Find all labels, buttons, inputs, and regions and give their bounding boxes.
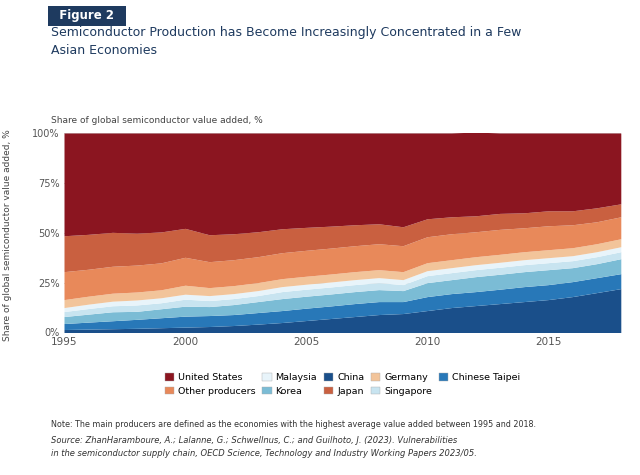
Text: Source: ZhanHaramboure, A.; Lalanne, G.; Schwellnus, C.; and Guilhoto, J. (2023): Source: ZhanHaramboure, A.; Lalanne, G.;… [51,436,458,445]
Text: Semiconductor Production has Become Increasingly Concentrated in a Few
Asian Eco: Semiconductor Production has Become Incr… [51,26,522,57]
Text: Figure 2: Figure 2 [51,10,122,22]
Text: Share of global semiconductor value added, %: Share of global semiconductor value adde… [51,116,263,125]
Text: in the semiconductor supply chain, OECD Science, Technology and Industry Working: in the semiconductor supply chain, OECD … [51,449,477,458]
Text: Share of global semiconductor value added, %: Share of global semiconductor value adde… [3,129,12,341]
Text: Note: The main producers are defined as the economies with the highest average v: Note: The main producers are defined as … [51,420,536,429]
Legend: United States, Other producers, Malaysia, Korea, China, Japan, Germany, Singapor: United States, Other producers, Malaysia… [165,373,520,396]
